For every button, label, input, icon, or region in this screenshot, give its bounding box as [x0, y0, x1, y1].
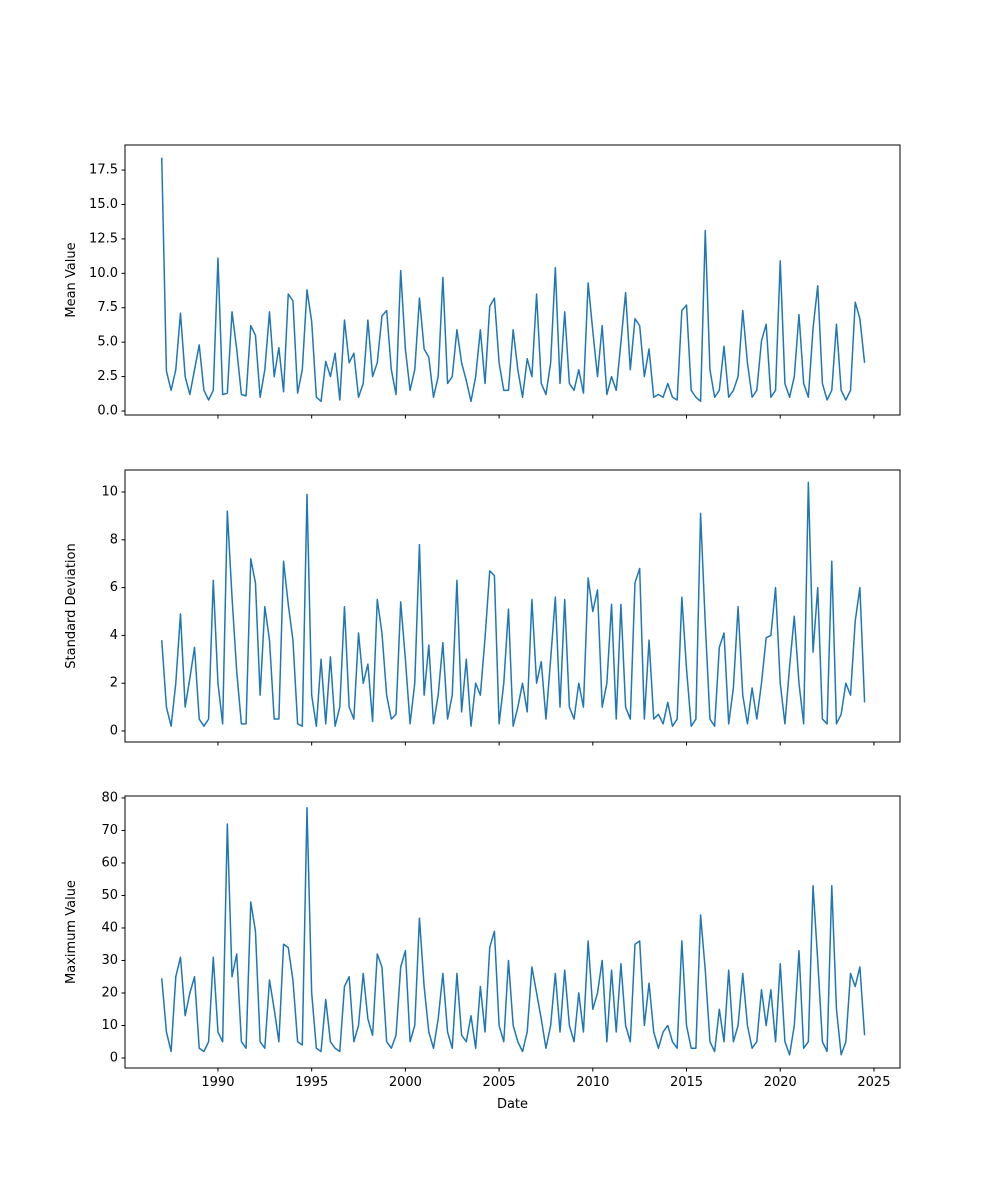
series-line — [160, 157, 866, 403]
y-tick-label: 10 — [101, 1018, 118, 1033]
y-tick-label: 2.5 — [97, 369, 118, 384]
y-axis-label: Mean Value — [64, 242, 79, 317]
x-tick-label: 2015 — [670, 1075, 703, 1090]
y-tick-label: 2 — [110, 676, 118, 691]
y-tick-label: 50 — [101, 888, 118, 903]
y-tick-label: 0.0 — [97, 404, 118, 419]
y-tick-label: 30 — [101, 953, 118, 968]
x-tick-label: 2020 — [764, 1075, 797, 1090]
series-line — [160, 481, 866, 727]
y-tick-label: 20 — [101, 985, 118, 1000]
y-tick-label: 6 — [110, 580, 118, 595]
x-tick-label: 2025 — [857, 1075, 890, 1090]
axes-frame — [124, 144, 901, 416]
y-tick-label: 10.0 — [89, 266, 118, 281]
x-tick-label: 1990 — [201, 1075, 234, 1090]
y-tick-label: 15.0 — [89, 197, 118, 212]
x-axis-label: Date — [497, 1097, 528, 1112]
y-tick-label: 80 — [101, 790, 118, 805]
y-tick-label: 5.0 — [97, 335, 118, 350]
y-tick-label: 40 — [101, 920, 118, 935]
y-tick-label: 8 — [110, 532, 118, 547]
x-tick-label: 2000 — [389, 1075, 422, 1090]
y-tick-label: 7.5 — [97, 300, 118, 315]
y-axis-label: Standard Deviation — [64, 543, 79, 668]
y-tick-label: 0 — [110, 724, 118, 739]
y-tick-label: 60 — [101, 855, 118, 870]
subplot: 0 10 20 30 40 50 60 70 80 1990 1995 2000 2005 2010 201… — [64, 790, 901, 1112]
y-tick-label: 17.5 — [89, 163, 118, 178]
subplot: 0.0 2.5 5.0 7.5 10.0 12.5 15.0 17.5 Mean Value — [64, 144, 901, 419]
y-tick-label: 0 — [110, 1050, 118, 1065]
y-tick-label: 4 — [110, 628, 118, 643]
axes-frame — [124, 795, 901, 1069]
axes-frame — [124, 469, 901, 743]
x-tick-label: 2010 — [576, 1075, 609, 1090]
subplot: 0 2 4 6 8 10 Standard Deviation — [64, 469, 901, 746]
y-tick-label: 70 — [101, 823, 118, 838]
y-tick-label: 12.5 — [89, 231, 118, 246]
y-axis-label: Maximum Value — [64, 880, 79, 984]
series-line — [160, 806, 866, 1056]
x-tick-label: 1995 — [295, 1075, 328, 1090]
x-tick-label: 2005 — [483, 1075, 516, 1090]
y-tick-label: 10 — [101, 484, 118, 499]
